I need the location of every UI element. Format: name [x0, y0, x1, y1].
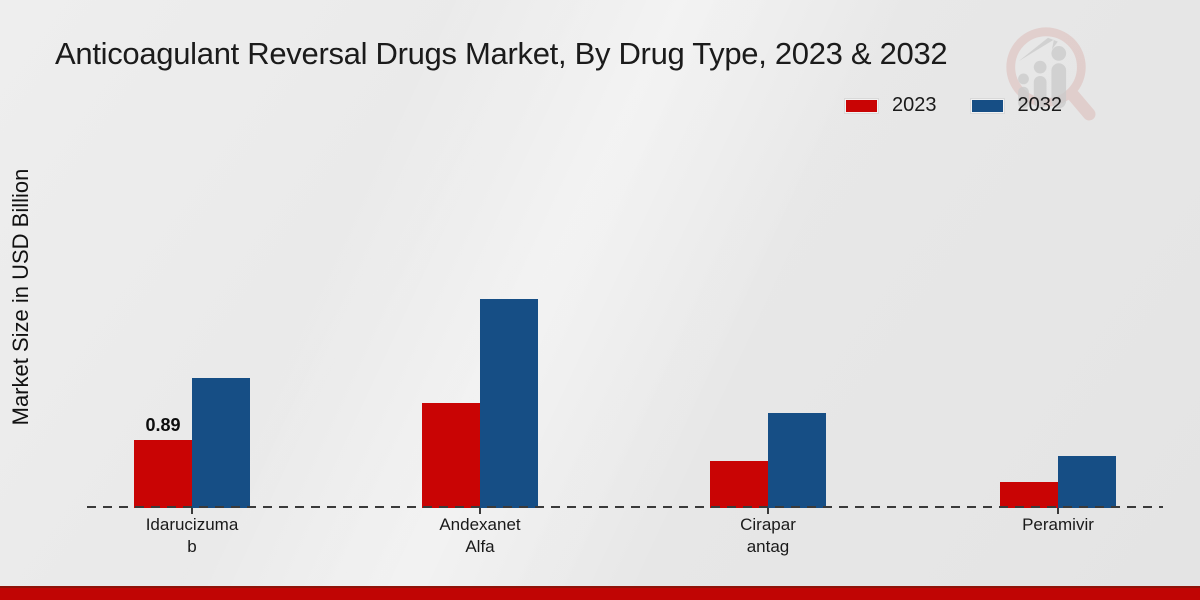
category-label-idarucizumab: Idarucizuma b	[145, 515, 239, 556]
bar-2032-idarucizumab	[192, 378, 250, 508]
x-axis-tick-peramivir	[1057, 508, 1059, 514]
category-label-andexanet-alfa: Andexanet Alfa	[439, 515, 521, 556]
footer-strip	[0, 586, 1200, 600]
bar-2023-idarucizumab	[134, 440, 192, 508]
legend-item-2023: 2023	[844, 94, 937, 117]
legend-swatch-2032	[969, 97, 1005, 114]
category-label-peramivir: Peramivir	[1022, 515, 1094, 534]
legend-label-2032: 2032	[1017, 94, 1063, 116]
magnifier-growth-chart-logo-icon	[1006, 27, 1096, 121]
bar-2032-andexanet-alfa	[480, 299, 538, 508]
bar-2032-peramivir	[1058, 456, 1116, 508]
category-label-cirapar-antag: Cirapar antag	[740, 515, 796, 556]
bar-2023-cirapar-antag	[710, 461, 768, 508]
chart-title: Anticoagulant Reversal Drugs Market, By …	[55, 36, 948, 71]
bar-2032-cirapar-antag	[768, 413, 826, 508]
bar-2023-peramivir	[1000, 482, 1058, 508]
y-axis-title: Market Size in USD Billion	[8, 168, 33, 426]
bar-value-label-2023-idarucizumab: 0.89	[145, 415, 181, 435]
bar-2023-andexanet-alfa	[422, 403, 480, 508]
legend-label-2023: 2023	[892, 94, 937, 116]
x-axis-baseline	[87, 506, 1163, 508]
x-axis-tick-cirapar-antag	[767, 508, 769, 514]
legend-swatch-2023	[844, 97, 879, 114]
legend: 2023 2032	[844, 94, 1063, 117]
legend-item-2032: 2032	[969, 94, 1063, 117]
x-axis-tick-idarucizumab	[191, 508, 193, 514]
x-axis-tick-andexanet-alfa	[479, 508, 481, 514]
